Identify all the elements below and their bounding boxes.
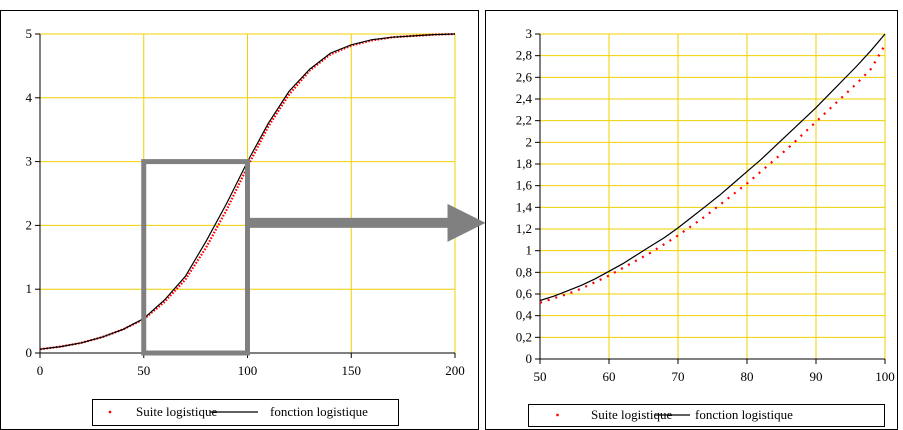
x-tick-label: 70	[672, 369, 685, 384]
y-tick-label: 0,2	[516, 329, 532, 344]
y-tick-label: 1,6	[516, 178, 533, 193]
zoom-box	[141, 159, 250, 356]
y-tick-label: 2	[26, 217, 33, 232]
y-tick-label: 0,8	[516, 264, 532, 279]
y-tick-label: 3	[26, 154, 33, 169]
y-tick-label: 1,4	[516, 199, 533, 214]
legend-swatch-suite-logistique	[108, 410, 112, 414]
x-tick-label: 60	[603, 369, 616, 384]
zoom-arrow	[249, 203, 486, 242]
x-tick-label: 200	[445, 363, 465, 378]
x-tick-label: 90	[810, 369, 823, 384]
x-tick-label: 50	[137, 363, 150, 378]
right-chart-frame	[485, 10, 898, 430]
legend-label: Suite logistique	[136, 404, 217, 419]
right-chart: 50 60 70 80 90 100 0 0,2 0,4 0,6 0,8 1 1,2 1,4 1,6 1,8 2…	[516, 26, 895, 427]
x-tick-label: 100	[875, 369, 895, 384]
y-tick-label: 2,2	[516, 113, 532, 128]
y-tick-label: 1,2	[516, 221, 532, 236]
y-tick-label: 0	[526, 351, 533, 366]
y-tick-label: 2,6	[516, 69, 533, 84]
y-tick-label: 3	[526, 26, 533, 41]
legend-label: fonction logistique	[270, 404, 368, 419]
legend-label: Suite logistique	[591, 407, 672, 422]
y-tick-label: 1	[526, 243, 533, 258]
zoom-annotation	[141, 159, 250, 356]
y-tick-label: 4	[26, 90, 33, 105]
x-tick-label: 80	[741, 369, 754, 384]
x-tick-label: 100	[238, 363, 258, 378]
y-tick-label: 2,8	[516, 48, 532, 63]
y-tick-label: 5	[26, 26, 33, 41]
x-tick-label: 50	[534, 369, 547, 384]
legend-box	[528, 404, 885, 427]
y-tick-label: 2,4	[516, 91, 533, 106]
y-tick-label: 0,4	[516, 308, 533, 323]
y-tick-label: 2	[526, 134, 533, 149]
y-tick-label: 1	[26, 281, 33, 296]
legend-swatch-suite-logistique	[556, 413, 559, 417]
arrow-shaft	[249, 217, 450, 228]
x-tick-label: 0	[37, 363, 44, 378]
y-tick-label: 0	[26, 345, 33, 360]
series-fonction-logistique	[539, 33, 886, 302]
y-tick-label: 1,8	[516, 156, 532, 171]
y-tick-label: 0,6	[516, 286, 533, 301]
x-tick-label: 150	[342, 363, 362, 378]
arrow-head	[447, 203, 486, 242]
legend-label: fonction logistique	[695, 407, 793, 422]
